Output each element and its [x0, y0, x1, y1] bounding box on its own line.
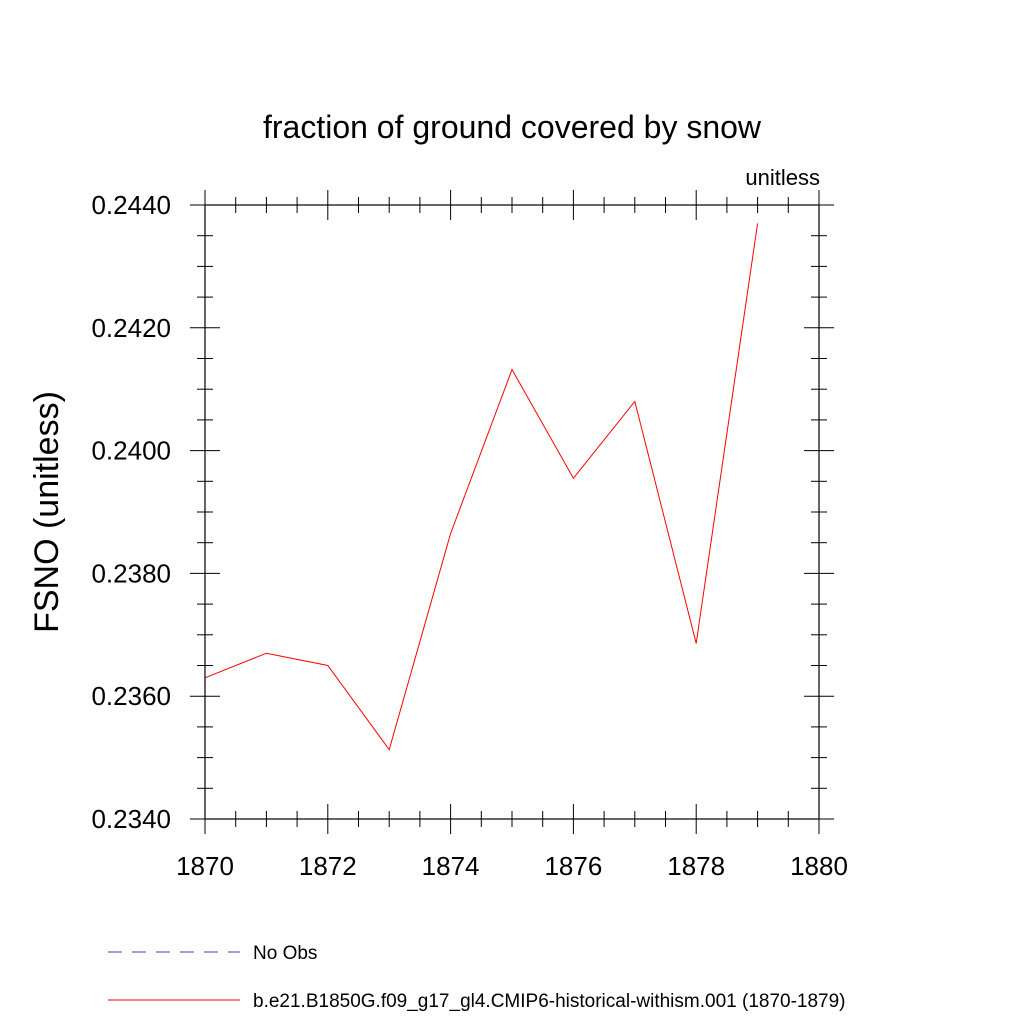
chart-title: fraction of ground covered by snow [263, 109, 762, 145]
y-tick-label: 0.2420 [91, 313, 171, 343]
x-tick-label: 1874 [422, 851, 480, 881]
tick-labels: 1870 1872 1874 1876 1878 1880 0.2340 0.2360 0.23… [91, 190, 847, 881]
y-axis-label: FSNO (unitless) [28, 391, 66, 633]
axis-ticks [190, 190, 834, 834]
y-tick-label: 0.2340 [91, 804, 171, 834]
y-tick-label: 0.2380 [91, 558, 171, 588]
x-tick-label: 1872 [299, 851, 357, 881]
series-line [204, 223, 759, 751]
legend: No Obs b.e21.B1850G.f09_g17_gl4.CMIP6-his… [108, 943, 846, 1012]
y-tick-label: 0.2360 [91, 681, 171, 711]
x-tick-label: 1876 [544, 851, 602, 881]
y-tick-label: 0.2400 [91, 436, 171, 466]
legend-entry-label: b.e21.B1850G.f09_g17_gl4.CMIP6-historica… [253, 991, 846, 1012]
units-label: unitless [745, 165, 820, 190]
series-lines [204, 223, 759, 751]
y-tick-label: 0.2440 [91, 190, 171, 220]
x-tick-label: 1870 [176, 851, 234, 881]
x-tick-label: 1880 [790, 851, 848, 881]
x-tick-label: 1878 [667, 851, 725, 881]
legend-entry-label: No Obs [253, 943, 317, 964]
plot-frame [204, 204, 820, 820]
